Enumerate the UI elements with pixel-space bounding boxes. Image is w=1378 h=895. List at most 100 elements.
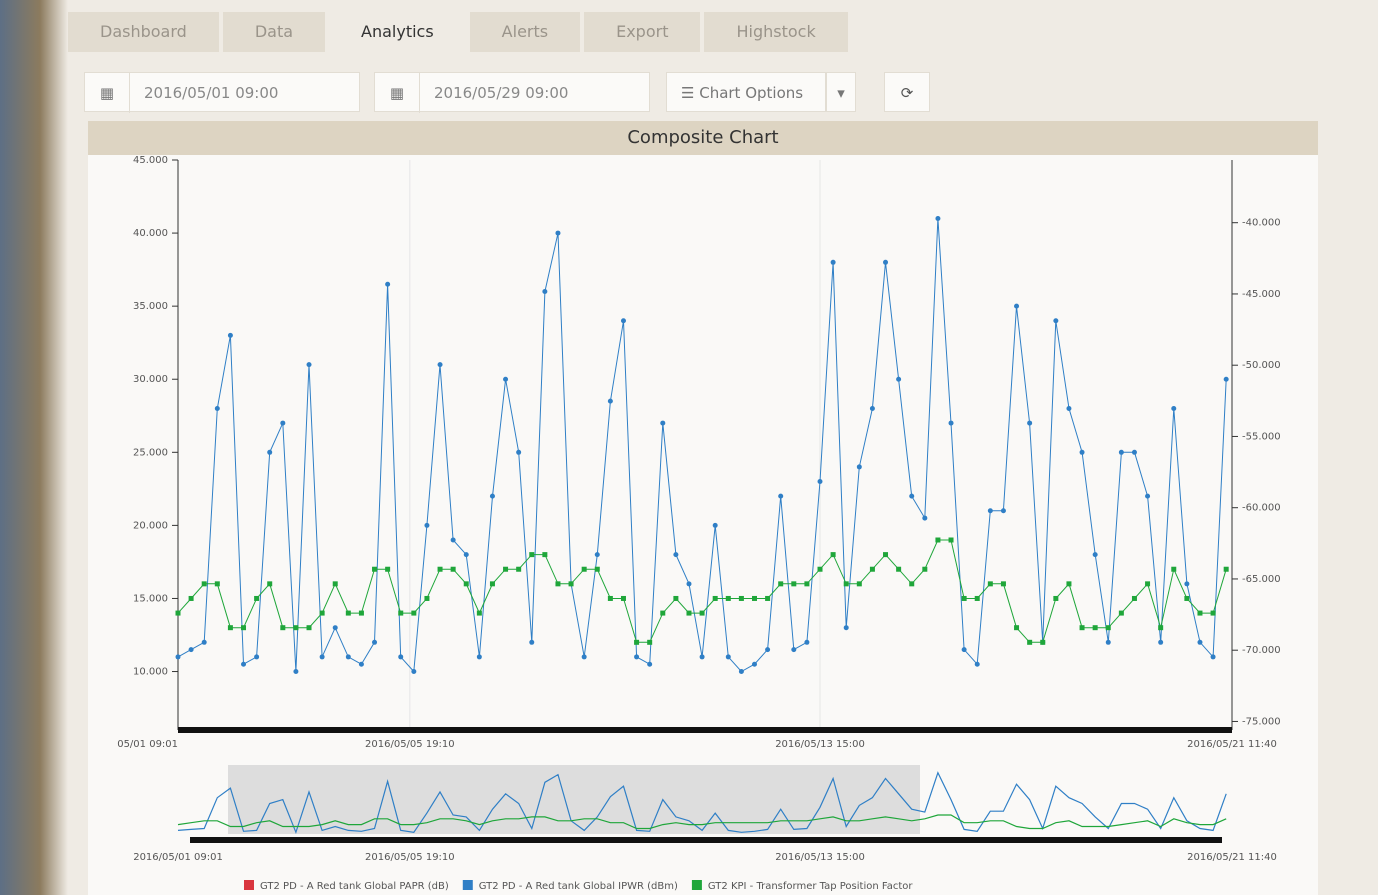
data-point xyxy=(529,640,534,645)
data-point xyxy=(1158,640,1163,645)
data-point xyxy=(359,611,364,616)
data-point xyxy=(477,654,482,659)
data-point xyxy=(1066,406,1071,411)
legend-swatch xyxy=(692,880,702,890)
data-point xyxy=(1014,625,1019,630)
data-point xyxy=(700,611,705,616)
data-point xyxy=(752,596,757,601)
data-point xyxy=(424,596,429,601)
data-point xyxy=(778,494,783,499)
data-point xyxy=(765,596,770,601)
data-point xyxy=(647,640,652,645)
data-point xyxy=(241,625,246,630)
data-point xyxy=(176,654,181,659)
data-point xyxy=(320,654,325,659)
data-point xyxy=(831,552,836,557)
data-point xyxy=(333,625,338,630)
data-point xyxy=(1106,640,1111,645)
data-point xyxy=(922,516,927,521)
data-point xyxy=(1093,552,1098,557)
data-point xyxy=(490,494,495,499)
data-point xyxy=(1119,611,1124,616)
data-point xyxy=(1224,567,1229,572)
data-point xyxy=(267,450,272,455)
data-point xyxy=(739,669,744,674)
data-point xyxy=(1053,596,1058,601)
data-point xyxy=(254,596,259,601)
data-point xyxy=(673,596,678,601)
data-point xyxy=(398,654,403,659)
data-point xyxy=(490,581,495,586)
data-point xyxy=(1145,494,1150,499)
data-point xyxy=(804,581,809,586)
data-point xyxy=(555,581,560,586)
data-point xyxy=(1132,450,1137,455)
data-point xyxy=(529,552,534,557)
data-point xyxy=(542,552,547,557)
data-point xyxy=(686,581,691,586)
data-point xyxy=(1171,567,1176,572)
legend-label: GT2 PD - A Red tank Global IPWR (dBm) xyxy=(479,881,678,892)
y2-tick-label: -75.000 xyxy=(1242,716,1281,727)
legend-label: GT2 PD - A Red tank Global PAPR (dB) xyxy=(260,881,449,892)
x-tick-label: 2016/05/21 11:40 xyxy=(1187,739,1277,750)
data-point xyxy=(922,567,927,572)
data-point xyxy=(1001,508,1006,513)
data-point xyxy=(949,421,954,426)
data-point xyxy=(713,596,718,601)
legend-label: GT2 KPI - Transformer Tap Position Facto… xyxy=(708,881,913,892)
data-point xyxy=(608,596,613,601)
y2-tick-label: -55.000 xyxy=(1242,431,1281,442)
legend-swatch xyxy=(244,880,254,890)
y2-tick-label: -60.000 xyxy=(1242,503,1281,514)
data-point xyxy=(857,464,862,469)
data-point xyxy=(831,260,836,265)
data-point xyxy=(280,625,285,630)
y-tick-label: 45.000 xyxy=(133,155,168,166)
data-point xyxy=(1211,611,1216,616)
data-point xyxy=(569,581,574,586)
data-point xyxy=(307,625,312,630)
data-point xyxy=(713,523,718,528)
data-point xyxy=(582,654,587,659)
data-point xyxy=(1066,581,1071,586)
y-tick-label: 20.000 xyxy=(133,520,168,531)
data-point xyxy=(1211,654,1216,659)
x-tick-label: 2016/05/13 15:00 xyxy=(775,739,865,750)
data-point xyxy=(385,282,390,287)
data-point xyxy=(1119,450,1124,455)
data-point xyxy=(726,596,731,601)
data-point xyxy=(267,581,272,586)
data-point xyxy=(202,581,207,586)
navigator-tick-label: 2016/05/13 15:00 xyxy=(775,852,865,863)
data-point xyxy=(752,662,757,667)
navigator-tick-label: 2016/05/01 09:01 xyxy=(133,852,223,863)
data-point xyxy=(791,647,796,652)
data-point xyxy=(215,581,220,586)
data-point xyxy=(1014,304,1019,309)
data-point xyxy=(962,596,967,601)
data-point xyxy=(1171,406,1176,411)
data-point xyxy=(503,377,508,382)
data-point xyxy=(293,625,298,630)
data-point xyxy=(647,662,652,667)
data-point xyxy=(241,662,246,667)
data-point xyxy=(424,523,429,528)
data-point xyxy=(411,611,416,616)
data-point xyxy=(582,567,587,572)
data-point xyxy=(700,654,705,659)
y2-tick-label: -45.000 xyxy=(1242,289,1281,300)
data-point xyxy=(660,611,665,616)
data-point xyxy=(516,567,521,572)
data-point xyxy=(464,581,469,586)
data-point xyxy=(818,567,823,572)
data-point xyxy=(935,216,940,221)
y2-tick-label: -70.000 xyxy=(1242,645,1281,656)
data-point xyxy=(804,640,809,645)
y2-tick-label: -65.000 xyxy=(1242,574,1281,585)
data-point xyxy=(1145,581,1150,586)
x-tick-label: 05/01 09:01 xyxy=(117,739,178,750)
y2-tick-label: -40.000 xyxy=(1242,218,1281,229)
data-point xyxy=(870,567,875,572)
data-point xyxy=(254,654,259,659)
